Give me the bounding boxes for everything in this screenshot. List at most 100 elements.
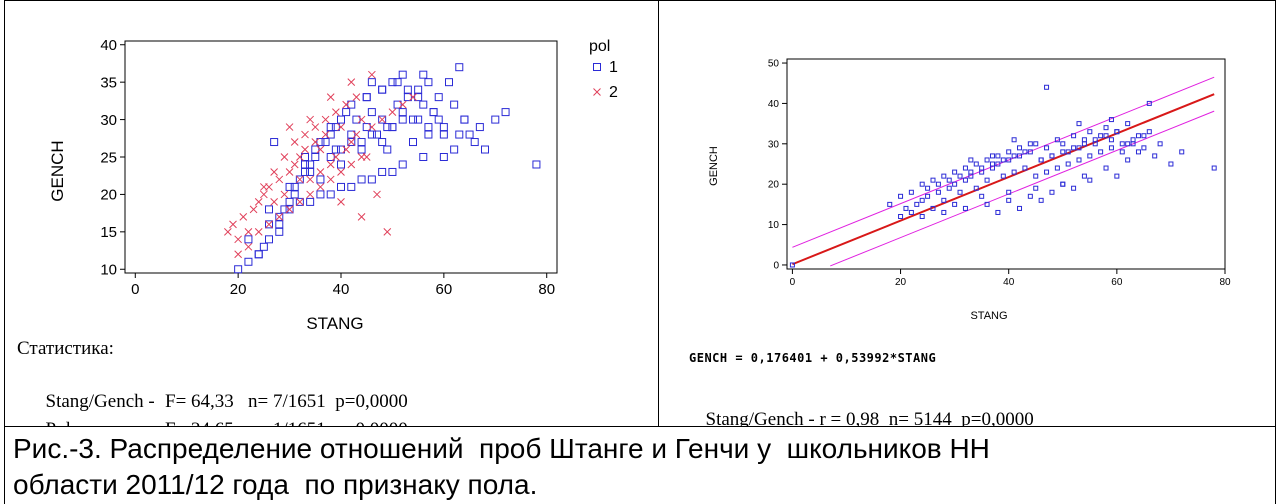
data-point (265, 235, 273, 244)
data-point (326, 93, 335, 101)
data-point (470, 138, 479, 147)
data-point (234, 250, 242, 259)
data-point (1038, 157, 1044, 163)
data-point (331, 123, 340, 132)
data-point (270, 198, 278, 206)
x-axis-label: STANG (970, 310, 1007, 322)
caption-panel: Рис.-3. Распределение отношений проб Шта… (4, 426, 1276, 504)
data-point (1119, 149, 1125, 155)
data-point (1135, 149, 1141, 155)
data-point (234, 235, 242, 244)
data-point (378, 138, 387, 147)
data-point (995, 209, 1001, 215)
data-point (1060, 141, 1066, 147)
data-point (1060, 181, 1066, 187)
right-panel: GENCH STANG 0 20 40 60 80 0 10 20 30 40 50 GENCH =… (658, 0, 1276, 430)
data-point (347, 182, 356, 191)
y-axis-label: GENCH (48, 140, 67, 201)
data-point (984, 177, 990, 183)
data-point (260, 183, 268, 191)
data-point (1017, 145, 1023, 151)
data-point (1054, 137, 1060, 143)
data-point (378, 85, 387, 94)
data-point (367, 175, 376, 184)
data-point (234, 265, 243, 274)
data-point (1017, 153, 1023, 159)
data-point (445, 78, 453, 87)
data-point (1076, 121, 1082, 127)
legend: 12 (593, 59, 618, 101)
data-point (229, 220, 237, 229)
data-point (1076, 157, 1082, 163)
figure-caption-line-1: Рис.-3. Распределение отношений проб Шта… (13, 433, 990, 464)
data-point (1060, 149, 1066, 155)
data-point (898, 193, 904, 199)
data-point (1146, 129, 1152, 135)
data-point (337, 123, 345, 131)
data-point (989, 153, 995, 159)
y-tick-label: 30 (100, 112, 117, 129)
data-point (962, 205, 968, 211)
data-point (1092, 137, 1098, 143)
data-point (378, 115, 387, 124)
data-point (316, 168, 325, 176)
data-point (898, 214, 904, 219)
data-point (403, 85, 412, 94)
data-point (532, 160, 541, 169)
data-point (429, 108, 438, 117)
data-point (1135, 133, 1141, 139)
data-point (1125, 121, 1131, 127)
data-point (1038, 197, 1044, 203)
data-point (1011, 169, 1017, 175)
data-point (368, 70, 376, 79)
data-point (306, 160, 315, 169)
data-point (968, 169, 974, 175)
data-point (296, 153, 304, 161)
data-point (326, 160, 335, 169)
data-point (331, 145, 340, 154)
x-tick-label: 0 (131, 281, 139, 298)
data-point (388, 108, 397, 116)
data-point (321, 130, 330, 139)
data-point (424, 130, 433, 139)
data-point (908, 209, 914, 215)
data-point (285, 205, 294, 214)
data-point (301, 145, 309, 154)
data-point (321, 115, 330, 124)
stat-value: F= 64,33 n= 7/1651 p=0,0000 (165, 391, 408, 412)
data-point (952, 181, 958, 187)
data-point (1152, 153, 1158, 159)
x-tick-label: 80 (538, 281, 555, 298)
data-point (1044, 84, 1050, 90)
data-point (952, 201, 958, 207)
axes: 0 20 40 60 80 10 15 20 25 30 35 40 (100, 37, 558, 298)
data-point (378, 85, 387, 94)
data-point (1125, 141, 1131, 147)
data-point (979, 193, 985, 199)
data-point (285, 182, 294, 191)
data-point (1071, 185, 1077, 191)
data-point (362, 93, 371, 102)
data-point (398, 108, 407, 117)
data-point (450, 145, 459, 154)
data-point (357, 115, 366, 124)
data-point (439, 130, 448, 139)
data-point (337, 198, 345, 206)
data-point (429, 108, 438, 117)
data-point (475, 123, 484, 132)
plot-frame (786, 58, 1226, 270)
data-point (357, 153, 366, 161)
data-point (337, 168, 345, 176)
data-point (1011, 153, 1017, 159)
data-point (301, 167, 309, 176)
data-point (1044, 169, 1050, 175)
data-point (326, 153, 335, 161)
data-point (1108, 117, 1114, 123)
data-point (1168, 161, 1174, 167)
data-point (362, 123, 371, 132)
x-tick-label: 0 (790, 277, 796, 288)
data-point (962, 165, 968, 171)
data-point (265, 220, 273, 229)
data-point (1103, 125, 1109, 131)
